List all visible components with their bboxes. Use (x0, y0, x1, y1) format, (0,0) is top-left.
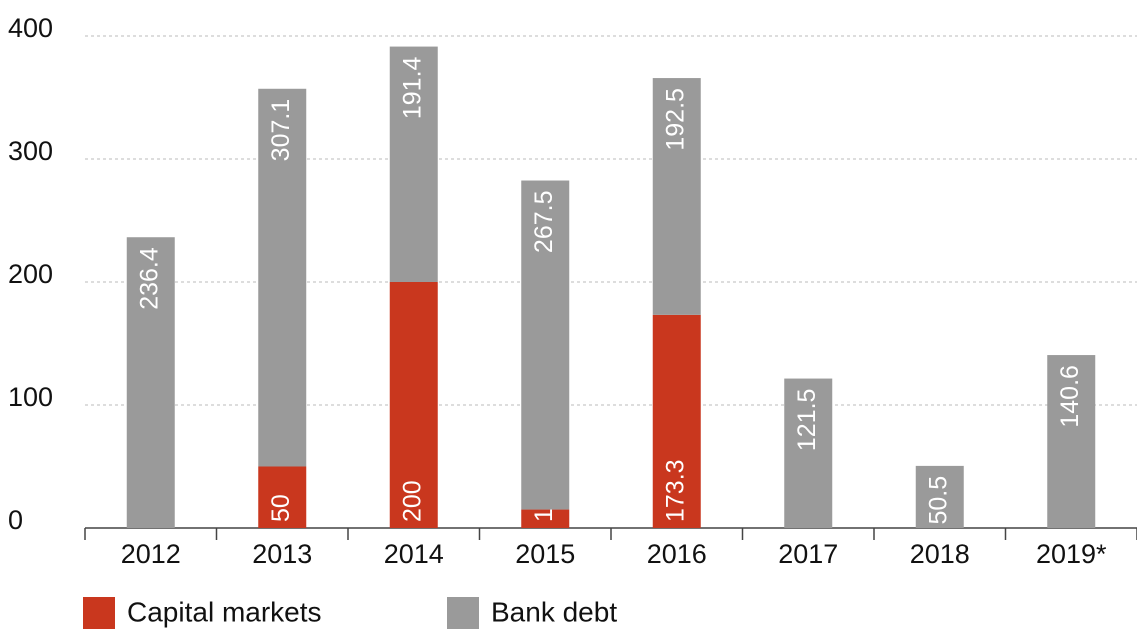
y-tick-label: 200 (8, 259, 53, 289)
y-tick-label: 400 (8, 13, 53, 43)
bar-segment (126, 237, 175, 528)
x-tick-label: 2014 (384, 539, 444, 569)
bar-segment (258, 466, 307, 528)
bar-segment (915, 465, 964, 528)
bar-segment (1047, 355, 1096, 528)
value-label: 50.5 (924, 476, 952, 525)
bar-segment (389, 282, 438, 528)
bar-segment (521, 180, 570, 510)
x-tick-label: 2012 (121, 539, 181, 569)
value-label: 121.5 (793, 389, 821, 452)
bar-segment (784, 378, 833, 528)
x-tick-label: 2015 (515, 539, 575, 569)
bar-segment (389, 46, 438, 282)
legend-label: Capital markets (127, 596, 322, 627)
y-tick-label: 100 (8, 382, 53, 412)
x-tick-label: 2019* (1036, 539, 1107, 569)
legend-label: Bank debt (491, 596, 617, 627)
value-label: 236.4 (135, 247, 163, 310)
bar-segment (652, 314, 701, 528)
value-label: 307.1 (267, 99, 295, 162)
value-label: 50 (267, 494, 295, 522)
x-tick-label: 2018 (910, 539, 970, 569)
value-label: 191.4 (398, 56, 426, 119)
x-tick-label: 2016 (647, 539, 707, 569)
legend-swatch (447, 597, 479, 629)
value-label: 140.6 (1056, 365, 1084, 428)
legend-swatch (83, 597, 115, 629)
bar-segment (521, 509, 570, 528)
y-tick-label: 300 (8, 136, 53, 166)
bar-segment (258, 88, 307, 467)
value-label: 173.3 (661, 459, 689, 522)
bar-segment (652, 78, 701, 315)
value-label: 192.5 (661, 88, 689, 151)
value-label: 200 (398, 480, 426, 522)
x-tick-label: 2013 (252, 539, 312, 569)
x-tick-label: 2017 (778, 539, 838, 569)
y-tick-label: 0 (8, 505, 23, 535)
value-label: 267.5 (530, 191, 558, 254)
